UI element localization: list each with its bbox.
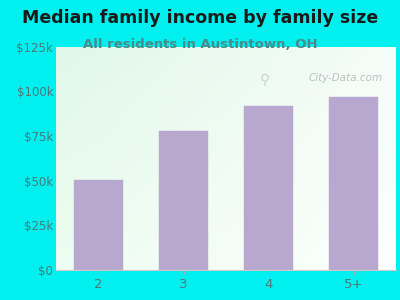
- Bar: [329, 98, 378, 270]
- Bar: [159, 130, 208, 270]
- Bar: [244, 106, 293, 270]
- Text: City-Data.com: City-Data.com: [308, 73, 382, 83]
- Bar: [74, 180, 123, 270]
- Text: ⚲: ⚲: [260, 73, 270, 87]
- Text: All residents in Austintown, OH: All residents in Austintown, OH: [83, 38, 317, 50]
- Text: Median family income by family size: Median family income by family size: [22, 9, 378, 27]
